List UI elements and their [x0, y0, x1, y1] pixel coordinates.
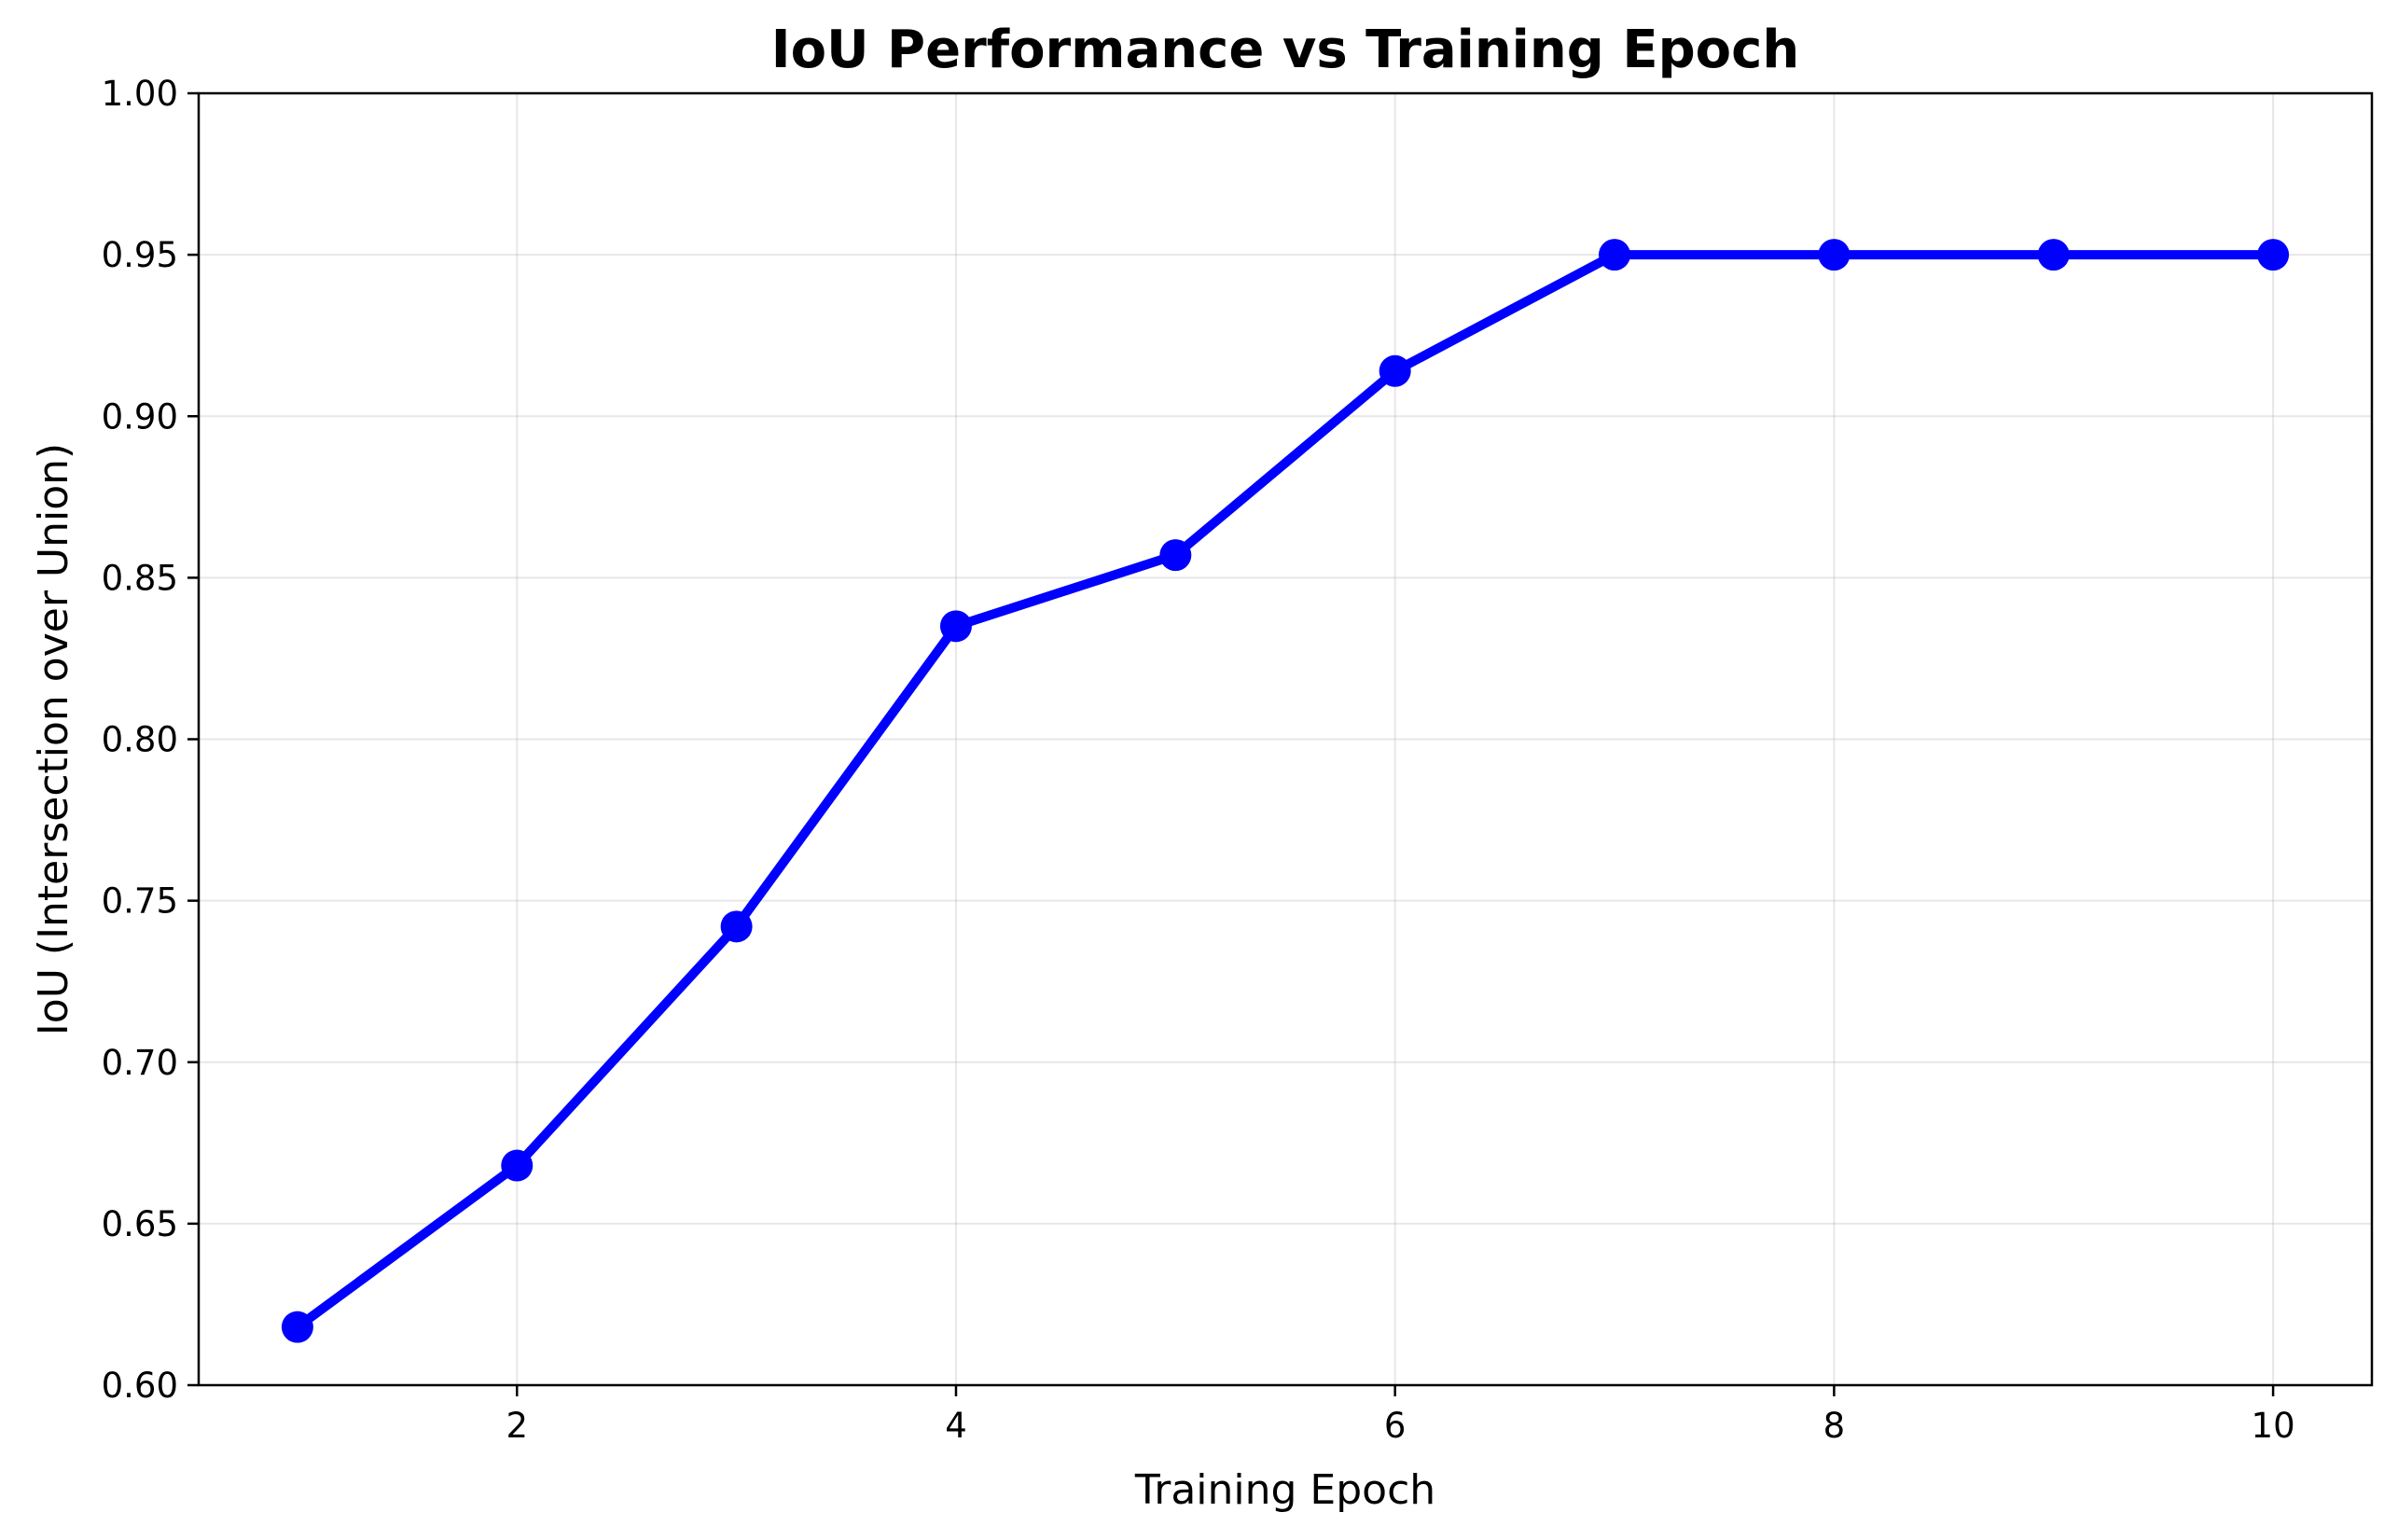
series-layer [281, 239, 2290, 1343]
y-tick-label: 0.70 [102, 1043, 178, 1083]
series-line [292, 250, 2279, 1332]
y-tick-label: 0.95 [102, 235, 178, 275]
data-point [2257, 239, 2290, 271]
x-tick-label: 8 [1823, 1406, 1846, 1446]
data-point [501, 1149, 534, 1182]
x-tick-label: 2 [506, 1406, 528, 1446]
y-tick-label: 0.80 [102, 720, 178, 760]
plot-frame [197, 91, 2374, 1387]
x-tick-label: 10 [2252, 1406, 2295, 1446]
y-tick-label: 1.00 [102, 74, 178, 114]
y-axis-label: IoU (Intersection over Union) [30, 443, 77, 1035]
y-tick-label: 0.65 [102, 1204, 178, 1244]
data-point [1818, 239, 1850, 271]
axis-ticks: 2 4 6 8 10 0.60 0.65 0.70 0.75 0.80 0.85 0.90 0.95 1.… [102, 74, 2295, 1446]
data-point [1379, 354, 1411, 387]
data-point [2037, 239, 2070, 271]
chart-title: IoU Performance vs Training Epoch [771, 20, 1799, 80]
y-tick-label: 0.90 [102, 396, 178, 437]
grid [199, 92, 2372, 1386]
data-point [720, 910, 753, 943]
y-tick-label: 0.75 [102, 881, 178, 922]
y-tick-label: 0.60 [102, 1366, 178, 1406]
x-tick-label: 4 [945, 1406, 967, 1446]
x-axis-label: Training Epoch [1134, 1466, 1435, 1514]
data-point [1599, 239, 1631, 271]
x-tick-label: 6 [1384, 1406, 1407, 1446]
data-point [1159, 539, 1192, 572]
data-point [939, 610, 972, 643]
y-tick-label: 0.85 [102, 558, 178, 598]
data-point [281, 1311, 313, 1343]
